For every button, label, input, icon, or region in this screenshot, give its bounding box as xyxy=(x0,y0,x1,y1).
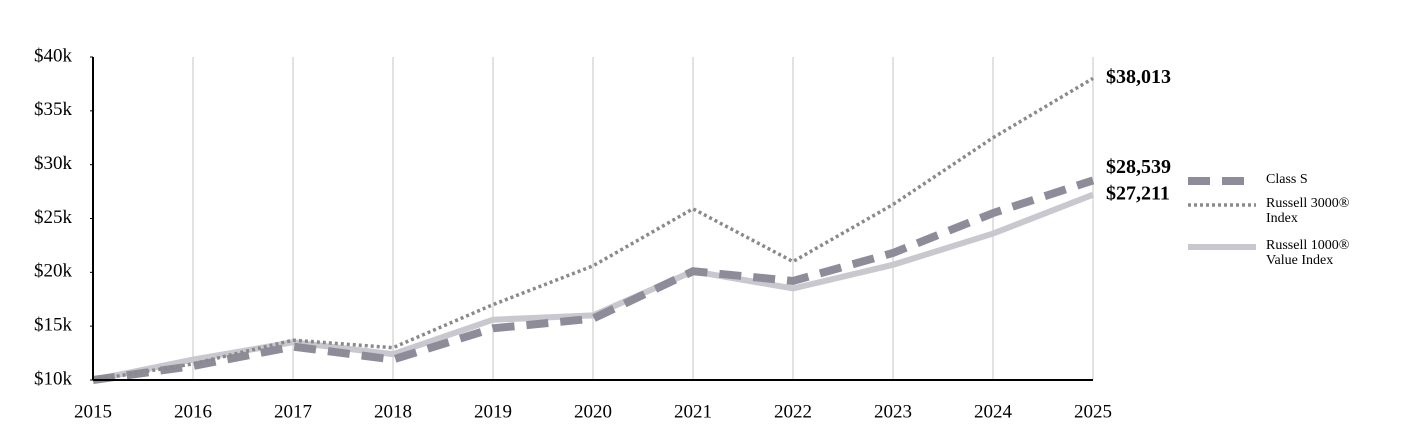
x-tick-label: 2023 xyxy=(874,401,912,422)
legend-swatch xyxy=(1188,177,1256,185)
legend-item: Russell 1000® Value Index xyxy=(1188,238,1366,268)
x-tick-label: 2021 xyxy=(674,401,712,422)
y-tick-label: $30k xyxy=(34,153,73,174)
end-value-label: $27,211 xyxy=(1106,182,1170,204)
legend-label: Russell 1000® Value Index xyxy=(1266,238,1350,268)
x-tick-label: 2025 xyxy=(1074,401,1112,422)
y-tick-label: $35k xyxy=(34,99,73,120)
x-tick-label: 2019 xyxy=(474,401,512,422)
legend-swatch xyxy=(1188,203,1256,207)
legend-label: Class S xyxy=(1266,172,1308,187)
end-value-label: $38,013 xyxy=(1106,66,1171,88)
y-tick-label: $25k xyxy=(34,207,73,228)
y-tick-label: $20k xyxy=(34,261,73,282)
x-tick-label: 2024 xyxy=(974,401,1013,422)
series-line xyxy=(92,76,1094,382)
end-value-label: $28,539 xyxy=(1106,156,1171,178)
x-tick-label: 2017 xyxy=(274,401,312,422)
y-tick-label: $10k xyxy=(34,368,73,389)
legend-swatch xyxy=(1188,244,1256,250)
x-tick-label: 2015 xyxy=(74,401,112,422)
legend-item: Russell 3000® Index xyxy=(1188,196,1366,226)
x-tick-label: 2020 xyxy=(574,401,612,422)
x-tick-label: 2022 xyxy=(774,401,812,422)
x-tick-label: 2018 xyxy=(374,401,412,422)
legend-item: Class S xyxy=(1188,172,1366,188)
y-tick-label: $15k xyxy=(34,315,73,336)
x-tick-label: 2016 xyxy=(174,401,212,422)
series-line xyxy=(92,176,1095,384)
y-tick-label: $40k xyxy=(34,45,73,66)
legend-label: Russell 3000® Index xyxy=(1266,196,1350,226)
